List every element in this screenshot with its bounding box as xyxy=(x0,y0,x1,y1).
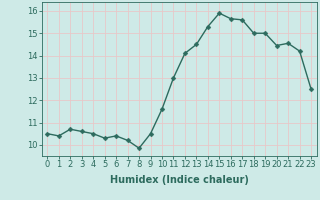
X-axis label: Humidex (Indice chaleur): Humidex (Indice chaleur) xyxy=(110,175,249,185)
